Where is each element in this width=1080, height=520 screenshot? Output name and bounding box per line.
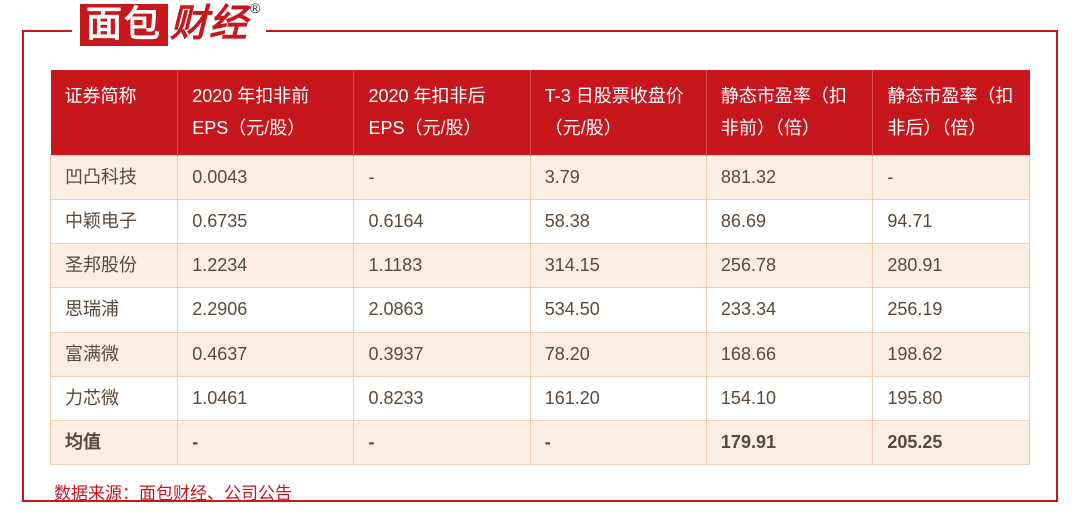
table-cell: 富满微 xyxy=(51,332,178,376)
table-column-header: 2020 年扣非前 EPS（元/股） xyxy=(178,70,354,155)
table-cell: 思瑞浦 xyxy=(51,288,178,332)
table-cell: 256.19 xyxy=(873,288,1030,332)
table-cell: 179.91 xyxy=(706,420,872,464)
table-row: 富满微0.46370.393778.20168.66198.62 xyxy=(51,332,1030,376)
content-area: 证券简称2020 年扣非前 EPS（元/股）2020 年扣非后 EPS（元/股）… xyxy=(50,70,1030,504)
table-cell: 中颖电子 xyxy=(51,199,178,243)
table-cell: 0.8233 xyxy=(354,376,530,420)
table-cell: 2.0863 xyxy=(354,288,530,332)
frame-right xyxy=(1056,30,1058,502)
table-cell: 1.1183 xyxy=(354,244,530,288)
table-cell: - xyxy=(178,420,354,464)
table-header-row: 证券简称2020 年扣非前 EPS（元/股）2020 年扣非后 EPS（元/股）… xyxy=(51,70,1030,155)
table-cell: 314.15 xyxy=(530,244,706,288)
table-cell: 881.32 xyxy=(706,155,872,199)
table-cell: 78.20 xyxy=(530,332,706,376)
table-cell: 94.71 xyxy=(873,199,1030,243)
table-cell: 205.25 xyxy=(873,420,1030,464)
table-column-header: 静态市盈率（扣非后）（倍） xyxy=(873,70,1030,155)
data-table: 证券简称2020 年扣非前 EPS（元/股）2020 年扣非后 EPS（元/股）… xyxy=(50,70,1030,465)
table-cell: 168.66 xyxy=(706,332,872,376)
table-row: 力芯微1.04610.8233161.20154.10195.80 xyxy=(51,376,1030,420)
table-cell: 58.38 xyxy=(530,199,706,243)
source-note: 数据来源：面包财经、公司公告 xyxy=(50,479,1030,504)
table-column-header: 证券简称 xyxy=(51,70,178,155)
table-column-header: 静态市盈率（扣非前）（倍） xyxy=(706,70,872,155)
table-cell: 256.78 xyxy=(706,244,872,288)
table-cell: 均值 xyxy=(51,420,178,464)
table-cell: 154.10 xyxy=(706,376,872,420)
table-column-header: 2020 年扣非后 EPS（元/股） xyxy=(354,70,530,155)
table-cell: 2.2906 xyxy=(178,288,354,332)
table-row: 思瑞浦2.29062.0863534.50233.34256.19 xyxy=(51,288,1030,332)
table-cell: 0.6164 xyxy=(354,199,530,243)
table-cell: 凹凸科技 xyxy=(51,155,178,199)
brand-badge: 面包 xyxy=(80,4,168,46)
brand-logo: 面包 财经 ® xyxy=(72,4,266,46)
table-cell: - xyxy=(530,420,706,464)
table-cell: 195.80 xyxy=(873,376,1030,420)
table-cell: 1.2234 xyxy=(178,244,354,288)
table-cell: 圣邦股份 xyxy=(51,244,178,288)
table-row: 中颖电子0.67350.616458.3886.6994.71 xyxy=(51,199,1030,243)
table-row: 圣邦股份1.22341.1183314.15256.78280.91 xyxy=(51,244,1030,288)
table-cell: 力芯微 xyxy=(51,376,178,420)
table-cell: 280.91 xyxy=(873,244,1030,288)
table-cell: - xyxy=(873,155,1030,199)
table-body: 凹凸科技0.0043-3.79881.32-中颖电子0.67350.616458… xyxy=(51,155,1030,464)
table-cell: 0.0043 xyxy=(178,155,354,199)
frame-left xyxy=(22,30,24,502)
table-cell: 0.3937 xyxy=(354,332,530,376)
table-cell: 161.20 xyxy=(530,376,706,420)
table-cell: 0.6735 xyxy=(178,199,354,243)
table-cell: 534.50 xyxy=(530,288,706,332)
table-cell: - xyxy=(354,420,530,464)
table-cell: 198.62 xyxy=(873,332,1030,376)
table-header: 证券简称2020 年扣非前 EPS（元/股）2020 年扣非后 EPS（元/股）… xyxy=(51,70,1030,155)
table-column-header: T-3 日股票收盘价（元/股） xyxy=(530,70,706,155)
table-cell: - xyxy=(354,155,530,199)
registered-mark-icon: ® xyxy=(250,0,260,16)
table-row-average: 均值---179.91205.25 xyxy=(51,420,1030,464)
table-row: 凹凸科技0.0043-3.79881.32- xyxy=(51,155,1030,199)
table-cell: 233.34 xyxy=(706,288,872,332)
table-cell: 3.79 xyxy=(530,155,706,199)
table-cell: 86.69 xyxy=(706,199,872,243)
table-cell: 0.4637 xyxy=(178,332,354,376)
table-cell: 1.0461 xyxy=(178,376,354,420)
brand-text: 财经 xyxy=(170,4,248,46)
